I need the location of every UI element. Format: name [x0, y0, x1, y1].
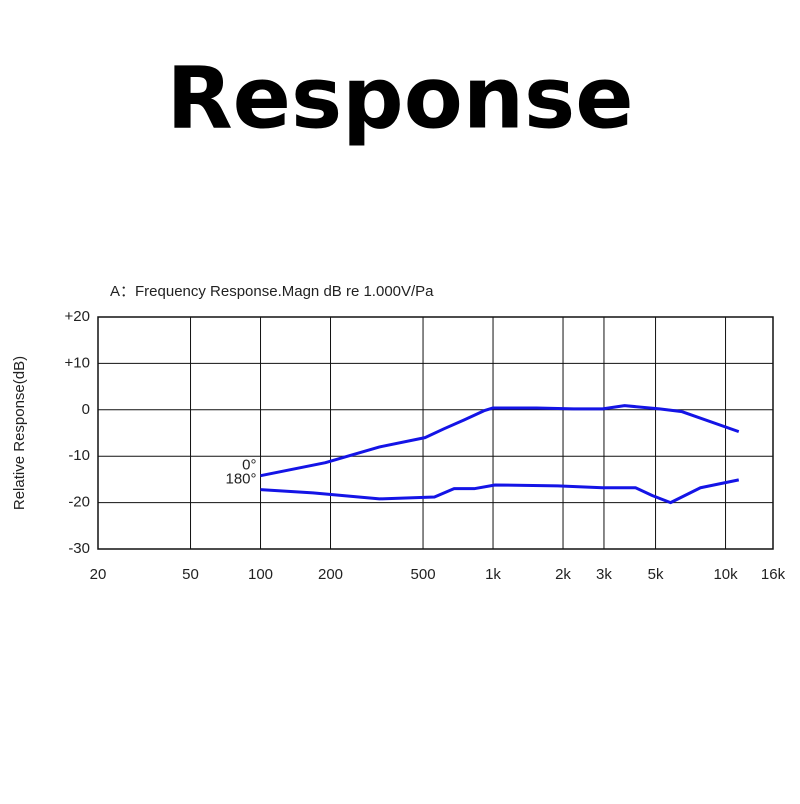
x-tick-label: 50 — [182, 566, 199, 583]
series-label: 180° — [225, 471, 256, 488]
x-tick-label: 1k — [485, 566, 501, 583]
y-tick-label: -20 — [68, 494, 90, 511]
y-tick-label: +10 — [65, 354, 90, 371]
y-axis-label: Relative Response(dB) — [11, 356, 28, 510]
x-tick-label: 20 — [90, 566, 107, 583]
x-tick-label: 100 — [248, 566, 273, 583]
x-tick-label: 500 — [411, 566, 436, 583]
x-tick-label: 16k — [761, 566, 786, 583]
y-tick-label: -10 — [68, 447, 90, 464]
series-label: 0° — [242, 457, 256, 474]
y-tick-label: +20 — [65, 308, 90, 325]
y-tick-label: -30 — [68, 540, 90, 557]
x-tick-label: 10k — [713, 566, 738, 583]
chart-title: A：Frequency Response.Magn dB re 1.000V/P… — [110, 283, 434, 300]
x-tick-label: 5k — [648, 566, 664, 583]
y-tick-label: 0 — [82, 401, 90, 418]
x-tick-label: 3k — [596, 566, 612, 583]
plot-frame — [97, 316, 774, 550]
series-line — [260, 404, 740, 478]
series-line — [260, 478, 740, 505]
x-tick-label: 2k — [555, 566, 571, 583]
x-tick-label: 200 — [318, 566, 343, 583]
heading: Response — [166, 48, 633, 148]
